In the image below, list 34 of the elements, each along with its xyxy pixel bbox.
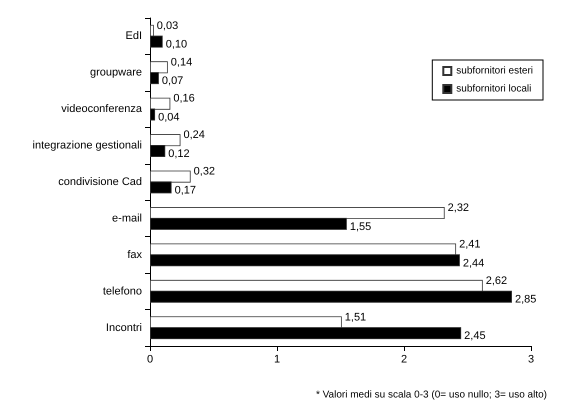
data-label: 2,44 bbox=[462, 257, 484, 270]
data-label: 2,32 bbox=[448, 202, 470, 214]
x-tick-label: 3 bbox=[528, 354, 534, 366]
data-label: 2,85 bbox=[514, 294, 536, 306]
y-tick-label: telefono bbox=[102, 285, 142, 298]
y-tick-label: groupware bbox=[90, 66, 142, 79]
y-tick-label: integrazione gestionali bbox=[32, 140, 142, 152]
x-tick-label: 1 bbox=[274, 354, 280, 366]
y-tick-label: Incontri bbox=[106, 322, 142, 334]
y-tick-label: condivisione Cad bbox=[58, 176, 142, 188]
data-label: 1,51 bbox=[344, 311, 366, 324]
legend-label: subfornitori esteri bbox=[456, 66, 534, 76]
data-label: 0,07 bbox=[162, 75, 184, 88]
text: * Valori medi su scala 0-3 (0= uso nullo; 3= uso alto) bbox=[316, 390, 548, 400]
y-tick-label: e-mail bbox=[112, 212, 142, 224]
y-tick-label: videoconferenza bbox=[61, 103, 143, 116]
data-label: 0,24 bbox=[183, 129, 205, 142]
data-label: 2,45 bbox=[464, 330, 486, 342]
data-label: 0,32 bbox=[194, 166, 216, 178]
data-label: 0,10 bbox=[166, 38, 188, 51]
data-label: 0,14 bbox=[170, 56, 192, 68]
legend-label: subfornitori locali bbox=[456, 84, 532, 94]
data-label: 0,17 bbox=[174, 184, 196, 196]
data-label: 0,03 bbox=[156, 20, 178, 32]
data-label: 1,55 bbox=[350, 220, 372, 233]
data-label: 2,62 bbox=[486, 274, 508, 287]
x-tick-label: 0 bbox=[146, 354, 154, 366]
data-label: 0,04 bbox=[158, 112, 180, 124]
data-label: 0,12 bbox=[168, 148, 190, 160]
y-tick-label: fax bbox=[127, 248, 142, 261]
data-label: 2,41 bbox=[459, 238, 480, 250]
data-label: 0,16 bbox=[173, 92, 195, 105]
y-tick-label: EdI bbox=[125, 30, 142, 42]
x-tick-label: 2 bbox=[400, 354, 408, 366]
